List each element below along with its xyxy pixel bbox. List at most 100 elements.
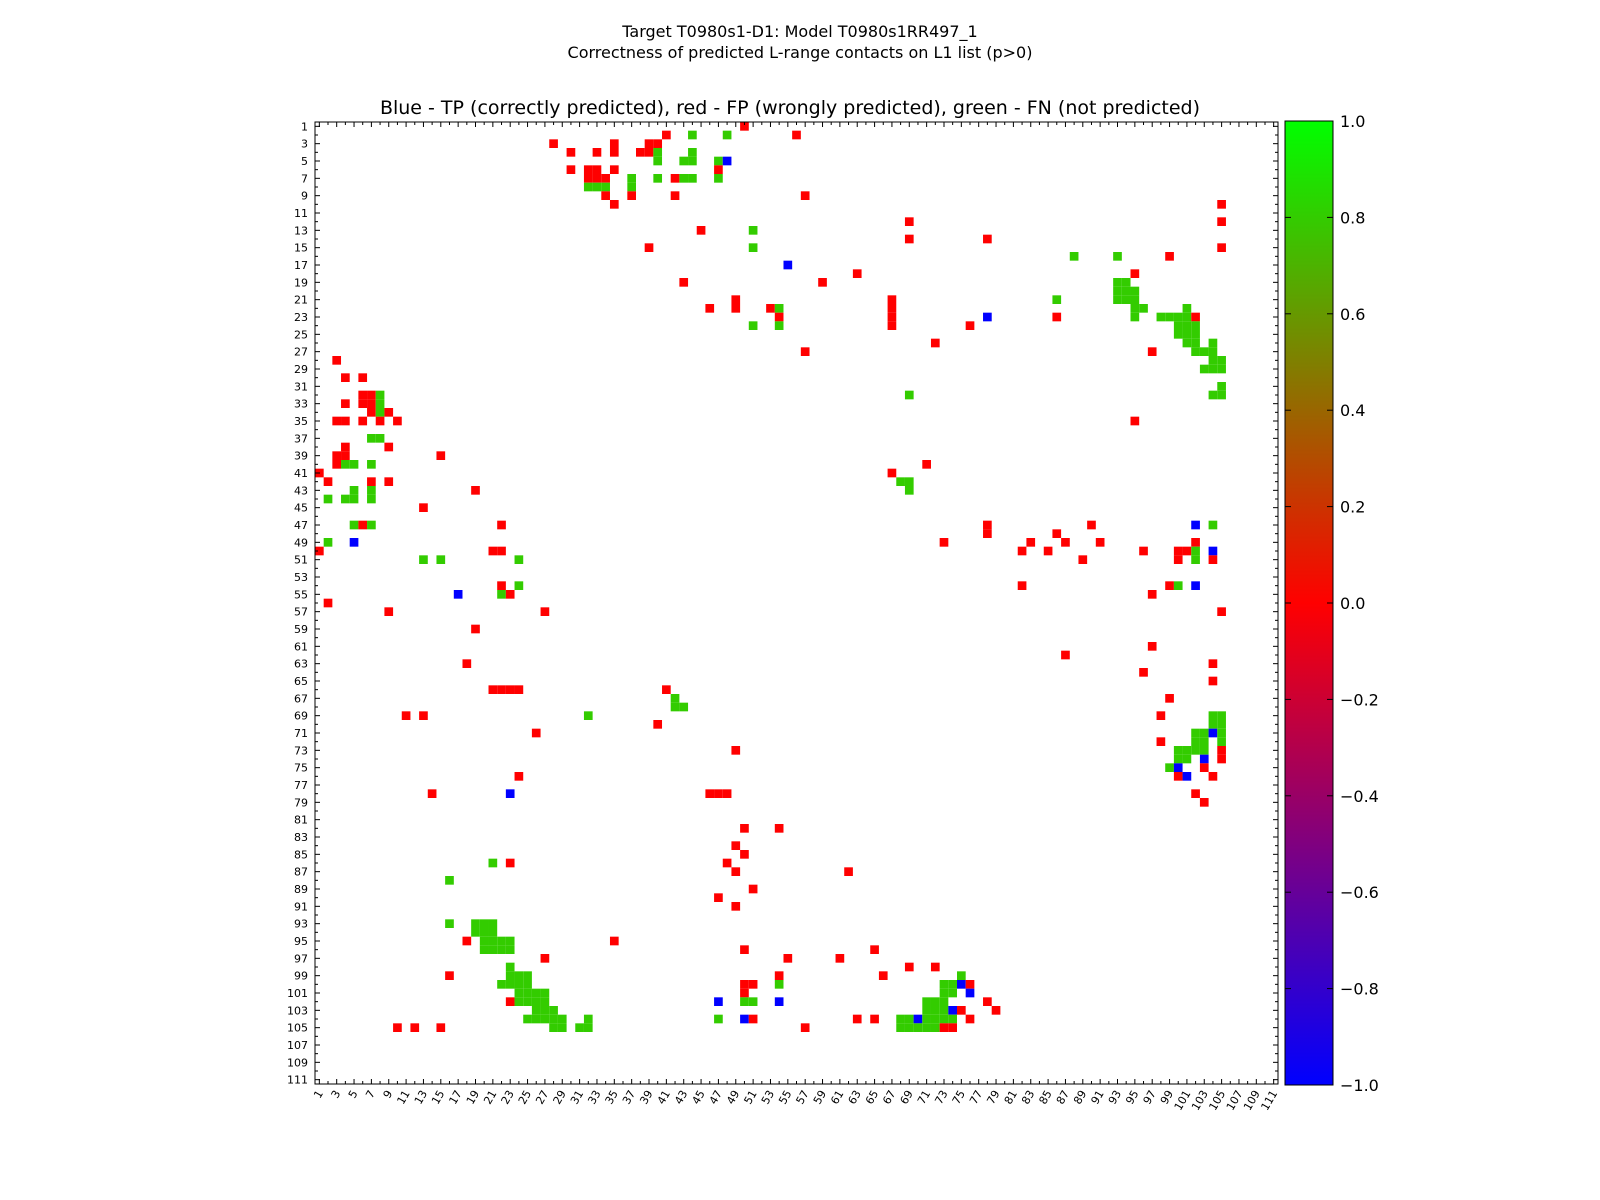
contact-cell-fp	[505, 590, 515, 599]
contact-cell-fn	[1208, 338, 1218, 348]
contact-cell-fp	[887, 295, 897, 304]
contact-cell-fp	[800, 191, 810, 200]
contact-cell-fn	[1191, 338, 1200, 348]
contact-cell-fn	[1191, 555, 1200, 564]
contact-cell-fn	[679, 174, 689, 183]
contact-cell-fp	[358, 520, 368, 530]
contact-cell-fn	[488, 945, 498, 954]
y-tick-label: 9	[301, 190, 308, 203]
contact-cell-fn	[948, 1014, 957, 1024]
contact-cell-fp	[705, 789, 715, 798]
contact-cell-fn	[1113, 278, 1122, 287]
y-tick-label: 85	[294, 848, 308, 861]
contact-cell-fn	[479, 945, 489, 954]
contact-cell-fp	[566, 148, 576, 157]
contact-cell-fn	[1173, 312, 1183, 322]
contact-cell-fn	[1165, 763, 1174, 772]
contact-cell-fn	[627, 174, 636, 183]
contact-cell-fp	[740, 824, 749, 833]
x-tick-label: 13	[412, 1088, 430, 1107]
contact-cell-fn	[375, 390, 385, 400]
contact-cell-fn	[948, 980, 957, 989]
contact-cell-fp	[740, 122, 749, 131]
contact-cell-fp	[1208, 659, 1218, 668]
y-tick-label: 69	[294, 710, 308, 723]
y-tick-label: 55	[294, 588, 308, 601]
contact-cell-tp	[1199, 754, 1209, 764]
contact-cell-fp	[983, 997, 992, 1006]
contact-cell-fn	[505, 971, 515, 980]
x-tick-label: 55	[776, 1088, 794, 1107]
contact-cell-fp	[1147, 347, 1157, 356]
contact-cell-fn	[505, 936, 515, 946]
contact-cell-fn	[1217, 390, 1226, 400]
contact-cell-fp	[384, 408, 394, 417]
contact-cell-fn	[1139, 304, 1148, 313]
contact-cell-fp	[870, 945, 879, 954]
contact-cell-fp	[341, 416, 350, 426]
contact-cell-fp	[774, 824, 784, 833]
colorbar-tick-label: 0.0	[1340, 594, 1365, 613]
x-tick-label: 59	[811, 1088, 829, 1107]
y-tick-label: 109	[287, 1056, 308, 1069]
contact-cell-tp	[957, 980, 966, 989]
contact-cell-tp	[783, 260, 793, 270]
contact-cell-fn	[323, 494, 333, 504]
y-tick-label: 87	[294, 866, 308, 879]
y-tick-label: 35	[294, 415, 308, 428]
contact-cell-fp	[1156, 711, 1166, 720]
contact-cell-fp	[662, 130, 671, 140]
x-tick-label: 73	[932, 1088, 950, 1107]
contact-cell-fp	[965, 980, 975, 989]
contact-cell-fn	[419, 555, 428, 564]
x-tick-label: 37	[620, 1088, 638, 1107]
contact-cell-fn	[904, 1014, 914, 1024]
x-tick-label: 33	[585, 1088, 603, 1107]
contact-cell-fp	[887, 321, 897, 330]
x-tick-label: 7	[363, 1088, 378, 1101]
contact-cell-fp	[748, 1014, 758, 1024]
contact-cell-fn	[1217, 737, 1226, 746]
contact-cell-fp	[644, 148, 654, 157]
y-tick-label: 25	[294, 328, 308, 341]
contact-cell-tp	[965, 988, 975, 998]
contact-cell-fp	[1165, 581, 1174, 590]
contact-cell-fn	[367, 486, 376, 495]
y-tick-label: 27	[294, 346, 308, 359]
y-tick-label: 81	[294, 814, 308, 827]
contact-cell-fn	[1191, 546, 1200, 556]
contact-cell-fp	[609, 165, 619, 174]
x-tick-label: 29	[551, 1088, 569, 1107]
contact-cell-fn	[1199, 347, 1209, 356]
contact-cell-fn	[1191, 728, 1200, 738]
colorbar-tick-label: 0.4	[1340, 401, 1365, 420]
contact-cell-fn	[922, 1006, 931, 1015]
x-tick-label: 5	[346, 1088, 361, 1101]
contact-cell-fn	[1191, 737, 1200, 746]
y-tick-label: 53	[294, 571, 308, 584]
x-tick-label: 21	[481, 1088, 499, 1107]
contact-cell-fp	[1147, 590, 1157, 599]
y-tick-label: 103	[287, 1004, 308, 1017]
x-tick-label: 71	[915, 1088, 933, 1107]
contact-cell-fn	[523, 997, 532, 1006]
contact-cell-fp	[722, 789, 732, 798]
x-tick-label: 69	[898, 1088, 916, 1107]
contact-cell-fp	[1165, 252, 1174, 261]
y-tick-label: 1	[301, 120, 308, 133]
contact-cell-fn	[367, 520, 376, 530]
x-tick-label: 53	[759, 1088, 777, 1107]
contact-cell-fn	[523, 971, 532, 980]
contact-cell-fp	[878, 971, 888, 980]
contact-cell-fp	[367, 408, 376, 417]
x-tick-label: 77	[967, 1088, 985, 1107]
y-tick-label: 111	[287, 1074, 308, 1087]
contact-cell-fn	[549, 1014, 558, 1024]
chart-subtitle: Correctness of predicted L-range contact…	[567, 43, 1033, 62]
contact-cell-fp	[1147, 642, 1157, 651]
x-tick-label: 39	[637, 1088, 655, 1107]
contact-cell-fn	[1182, 754, 1192, 764]
contact-cell-fn	[1052, 295, 1062, 304]
contact-cell-fn	[1191, 321, 1200, 330]
contact-cell-fp	[627, 191, 636, 200]
